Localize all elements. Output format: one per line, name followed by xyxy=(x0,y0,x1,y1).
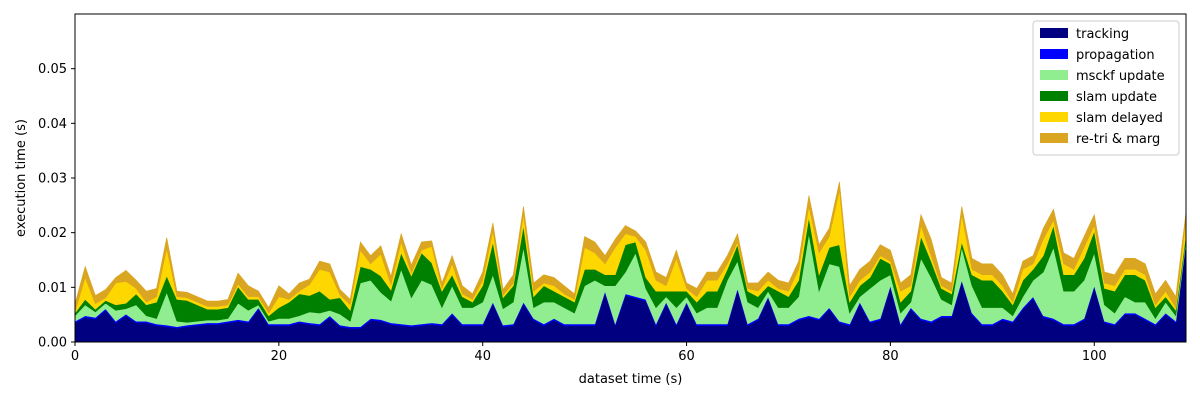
legend-label: msckf update xyxy=(1076,69,1165,84)
x-axis-ticks: 0 20 40 60 80 100 xyxy=(71,342,1107,364)
x-tick-label: 40 xyxy=(474,349,491,364)
x-tick-label: 20 xyxy=(271,349,288,364)
y-tick-label: 0.04 xyxy=(38,117,67,132)
legend-label: slam update xyxy=(1076,90,1157,105)
y-tick-label: 0.01 xyxy=(38,281,67,296)
legend-swatch xyxy=(1040,49,1068,59)
x-tick-label: 0 xyxy=(71,349,79,364)
legend-swatch xyxy=(1040,133,1068,143)
y-tick-label: 0.05 xyxy=(38,62,67,77)
y-tick-label: 0.00 xyxy=(38,336,67,351)
x-tick-label: 60 xyxy=(678,349,695,364)
legend-label: re-tri & marg xyxy=(1076,132,1160,147)
area-layers xyxy=(74,181,1187,343)
y-tick-label: 0.02 xyxy=(38,226,67,241)
legend-swatch xyxy=(1040,91,1068,101)
legend-label: propagation xyxy=(1076,48,1155,63)
legend: tracking propagation msckf update slam upda… xyxy=(1032,20,1180,156)
legend-label: tracking xyxy=(1076,27,1129,42)
legend-swatch xyxy=(1040,28,1068,38)
legend-swatch xyxy=(1040,112,1068,122)
legend-swatch xyxy=(1040,70,1068,80)
y-axis-ticks: 0.00 0.01 0.02 0.03 0.04 0.05 xyxy=(38,62,75,351)
y-tick-label: 0.03 xyxy=(38,172,67,187)
x-tick-label: 80 xyxy=(882,349,899,364)
x-tick-label: 100 xyxy=(1082,349,1107,364)
x-axis-label: dataset time (s) xyxy=(579,372,683,387)
legend-box xyxy=(1032,20,1180,156)
legend-label: slam delayed xyxy=(1076,111,1163,126)
y-axis-label: execution time (s) xyxy=(14,119,29,237)
